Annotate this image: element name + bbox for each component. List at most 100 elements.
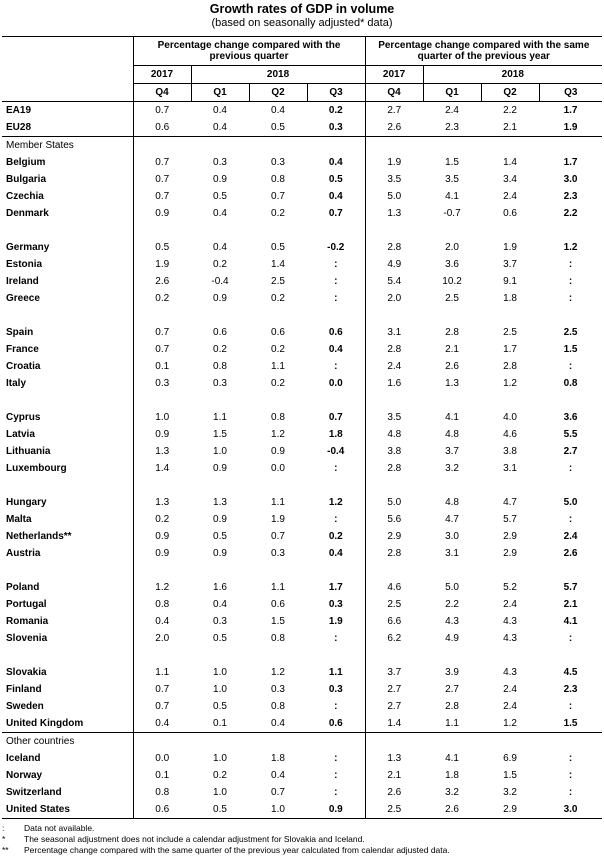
- table-row: Estonia 1.9 0.2 1.4: 4.9 3.6 3.7:: [2, 256, 602, 273]
- value-cell: 0.5: [271, 122, 285, 133]
- value-cell: 1.5: [563, 344, 578, 355]
- value-cell: 2.9: [364, 528, 424, 545]
- spacer-cell: [307, 647, 365, 664]
- value-cell: :: [334, 787, 338, 798]
- footnote-text: Percentage change compared with the same…: [24, 845, 450, 855]
- table-row: Luxembourg 1.4 0.9 0.0: 2.8 3.2 3.1:: [2, 460, 602, 477]
- spacer-cell: [249, 307, 307, 324]
- value-cell: 0.8: [271, 174, 285, 185]
- value-cell: 0.8: [271, 412, 285, 423]
- row-label: United States: [2, 801, 133, 819]
- value-cell: 0.5: [271, 242, 285, 253]
- value-cell: 4.7: [445, 514, 459, 525]
- spacer-cell: [132, 392, 191, 409]
- value-cell: 0.3: [132, 375, 191, 392]
- year-header: 2017: [132, 65, 191, 84]
- value-cell: 0.7: [132, 154, 191, 171]
- footnote: : Data not available.: [2, 823, 94, 833]
- table-row: Germany 0.5 0.4 0.5 -0.2 2.8 2.0 1.9 1.2: [2, 239, 602, 256]
- table-row: Croatia 0.1 0.8 1.1: 2.4 2.6 2.8:: [2, 358, 602, 375]
- value-cell: 4.9: [445, 633, 459, 644]
- value-cell: 0.4: [328, 191, 343, 202]
- quarter-header: Q1: [190, 83, 249, 102]
- value-cell: :: [334, 463, 338, 474]
- table-row: United States 0.6 0.5 1.0 0.9 2.5 2.6 2.9 3.0: [2, 801, 603, 819]
- value-cell: 0.2: [328, 531, 343, 542]
- spacer-cell: [191, 647, 249, 664]
- value-cell: 1.7: [503, 344, 517, 355]
- value-cell: 2.7: [364, 698, 424, 715]
- value-cell: 1.2: [132, 579, 191, 596]
- table-row: EU28 0.6 0.4 0.5 0.3 2.6 2.3 2.1 1.9: [2, 119, 602, 137]
- value-cell: 0.7: [132, 171, 191, 188]
- value-cell: 0.7: [132, 101, 191, 119]
- table-row: Finland 0.7 1.0 0.3 0.3 2.7 2.7 2.4 2.3: [2, 681, 602, 698]
- group-header-qoq: Percentage change compared with the prev…: [132, 36, 366, 66]
- value-cell: 3.2: [445, 787, 459, 798]
- value-cell: 2.0: [364, 290, 424, 307]
- spacer-cell: [481, 477, 539, 494]
- value-cell: 2.6: [364, 784, 424, 801]
- value-cell: 0.2: [307, 101, 366, 119]
- value-cell: 1.5: [271, 616, 285, 627]
- value-cell: -0.4: [211, 276, 229, 287]
- spacer-cell: [539, 562, 602, 579]
- value-cell: 1.1: [271, 582, 285, 593]
- spacer-cell: [539, 392, 602, 409]
- spacer-cell: [307, 307, 365, 324]
- value-cell: 0.3: [213, 157, 227, 168]
- table-subtitle: (based on seasonally adjusted* data): [211, 17, 393, 29]
- spacer-cell: [539, 647, 602, 664]
- table-row: Slovakia 1.1 1.0 1.2 1.1 3.7 3.9 4.3 4.5: [2, 664, 602, 681]
- row-label: Spain: [6, 327, 34, 338]
- value-cell: 4.1: [445, 191, 459, 202]
- row-label: Croatia: [6, 361, 41, 372]
- value-cell: 5.0: [563, 497, 578, 508]
- value-cell: 0.4: [328, 344, 343, 355]
- value-cell: 0.4: [132, 613, 191, 630]
- table-row: Lithuania 1.3 1.0 0.9 -0.4 3.8 3.7 3.8 2.7: [2, 443, 602, 460]
- value-cell: 2.2: [481, 101, 540, 119]
- value-cell: 0.6: [132, 119, 191, 137]
- value-cell: 1.2: [563, 242, 578, 253]
- value-cell: 2.3: [563, 684, 578, 695]
- spacer-cell: [191, 477, 249, 494]
- value-cell: 0.9: [132, 528, 191, 545]
- value-cell: 1.1: [271, 361, 285, 372]
- table-row: Cyprus 1.0 1.1 0.8 0.7 3.5 4.1 4.0 3.6: [2, 409, 602, 426]
- spacer-cell: [481, 392, 539, 409]
- value-cell: 1.9: [563, 122, 578, 133]
- section-filler: [539, 732, 603, 750]
- value-cell: :: [334, 293, 338, 304]
- value-cell: 1.4: [364, 715, 424, 733]
- quarter-header: Q2: [480, 83, 540, 102]
- value-cell: 2.7: [364, 681, 424, 698]
- value-cell: 2.0: [445, 242, 459, 253]
- row-label: Bulgaria: [6, 174, 47, 185]
- row-label: Romania: [6, 616, 49, 627]
- value-cell: 0.9: [213, 548, 227, 559]
- value-cell: 1.0: [132, 409, 191, 426]
- spacer-cell: [364, 562, 424, 579]
- value-cell: 0.6: [271, 327, 285, 338]
- table-row: Spain 0.7 0.6 0.6 0.6 3.1 2.8 2.5 2.5: [2, 324, 602, 341]
- row-label: Lithuania: [6, 446, 51, 457]
- value-cell: 1.3: [132, 443, 191, 460]
- value-cell: 0.6: [503, 208, 517, 219]
- table-row: Denmark 0.9 0.4 0.2 0.7 1.3 -0.7 0.6 2.2: [2, 205, 602, 222]
- group-header-yoy: Percentage change compared with the same…: [364, 36, 603, 66]
- spacer-row: [2, 307, 602, 324]
- value-cell: 2.8: [445, 701, 459, 712]
- value-cell: 2.0: [132, 630, 191, 647]
- spacer-cell: [191, 392, 249, 409]
- value-cell: :: [568, 463, 573, 474]
- value-cell: 5.2: [503, 582, 517, 593]
- value-cell: 0.2: [213, 344, 227, 355]
- value-cell: 3.5: [364, 409, 424, 426]
- spacer-cell: [249, 647, 307, 664]
- spacer-cell: [481, 647, 539, 664]
- value-cell: 2.6: [563, 548, 578, 559]
- value-cell: 1.5: [445, 157, 459, 168]
- row-label: Hungary: [6, 497, 47, 508]
- value-cell: 0.7: [132, 698, 191, 715]
